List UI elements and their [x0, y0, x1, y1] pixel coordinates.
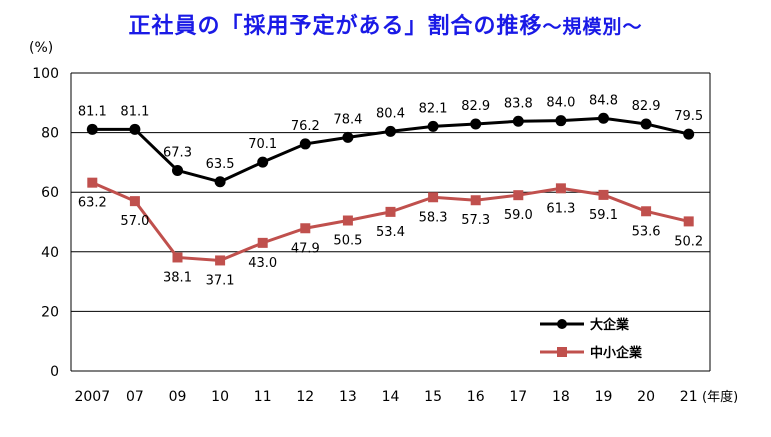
- point-s1-10: [512, 115, 524, 127]
- point-s2-0: [87, 177, 98, 188]
- data-label-s2-0: 63.2: [78, 196, 107, 211]
- point-s2-2: [172, 252, 183, 263]
- data-label-s2-13: 53.6: [632, 224, 661, 239]
- point-s1-7: [385, 125, 396, 137]
- y-tick-labels: 0 20 40 60 80 100: [32, 66, 59, 380]
- y-tick-0: 0: [50, 364, 59, 380]
- data-label-s2-6: 50.5: [333, 234, 362, 249]
- point-s1-2: [172, 164, 183, 176]
- x-tick-10: 10: [211, 389, 229, 405]
- data-label-s1-8: 82.1: [419, 101, 448, 116]
- x-tick-14: 14: [382, 389, 400, 405]
- x-tick-18: 18: [552, 389, 570, 405]
- point-s2-6: [342, 215, 353, 226]
- point-s1-9: [470, 118, 482, 130]
- y-tick-40: 40: [41, 245, 59, 261]
- x-tick-09: 09: [169, 389, 187, 405]
- point-s2-7: [385, 206, 396, 217]
- data-label-s1-3: 63.5: [206, 157, 235, 172]
- legend-marker-2: [557, 347, 567, 357]
- x-tick-11: 11: [254, 389, 272, 405]
- x-tick-17: 17: [509, 389, 527, 405]
- data-label-s2-9: 57.3: [461, 213, 490, 228]
- x-tick-13: 13: [339, 389, 357, 405]
- data-label-s2-14: 50.2: [674, 234, 703, 249]
- point-s1-4: [257, 156, 269, 168]
- data-label-s1-6: 78.4: [333, 112, 362, 127]
- x-tick-labels: 2007 07 09 10 11 12 13 14 15 16 17 18 19 20 21: [74, 389, 697, 405]
- y-tick-20: 20: [41, 304, 59, 320]
- x-tick-15: 15: [424, 389, 442, 405]
- x-tick-16: 16: [467, 389, 485, 405]
- data-label-s1-14: 79.5: [674, 109, 703, 124]
- data-label-s1-5: 76.2: [291, 119, 320, 134]
- y-tick-100: 100: [32, 66, 59, 82]
- point-s2-10: [513, 190, 524, 201]
- point-s2-14: [683, 216, 694, 227]
- x-tick-21: 21: [680, 389, 698, 405]
- point-s1-5: [299, 138, 311, 150]
- data-label-s1-2: 67.3: [163, 145, 192, 160]
- chart-title-main: 正社員の「採用予定がある」割合の推移: [128, 14, 543, 39]
- data-label-s1-0: 81.1: [78, 104, 107, 119]
- data-label-s2-7: 53.4: [376, 225, 405, 240]
- y-tick-80: 80: [41, 126, 59, 142]
- point-s1-8: [427, 120, 439, 132]
- data-label-s1-7: 80.4: [376, 106, 405, 121]
- x-axis-label: (年度): [702, 389, 738, 405]
- data-label-s2-12: 59.1: [589, 208, 618, 223]
- point-s2-12: [598, 189, 609, 200]
- x-tick-20: 20: [637, 389, 655, 405]
- data-label-s2-1: 57.0: [120, 214, 149, 229]
- point-s2-5: [300, 223, 311, 234]
- data-labels: 81.1 81.1 67.3 63.5 70.1 76.2 78.4 80.4 82.1 82.9…: [78, 93, 703, 288]
- data-label-s1-9: 82.9: [461, 99, 490, 114]
- y-axis-label: (%): [29, 40, 53, 56]
- axes: [70, 72, 711, 372]
- data-label-s2-11: 61.3: [546, 201, 575, 216]
- point-s2-3: [215, 255, 226, 266]
- data-label-s2-5: 47.9: [291, 241, 320, 256]
- chart-subtitle: ～規模別～: [542, 16, 643, 38]
- point-s2-4: [257, 237, 268, 248]
- data-label-s2-10: 59.0: [504, 208, 533, 223]
- point-s1-14: [683, 128, 695, 140]
- point-s1-0: [86, 123, 98, 135]
- data-label-s2-4: 43.0: [248, 256, 277, 271]
- point-s2-13: [641, 206, 652, 217]
- data-label-s1-11: 84.0: [546, 96, 575, 111]
- point-s2-9: [470, 195, 481, 206]
- data-label-s2-8: 58.3: [419, 210, 448, 225]
- legend-label-1: 大企業: [590, 317, 630, 333]
- point-s1-1: [129, 123, 141, 135]
- point-s2-11: [555, 183, 566, 194]
- point-s1-6: [342, 131, 354, 143]
- series-layer: [86, 112, 695, 266]
- point-s2-1: [129, 196, 140, 207]
- data-label-s1-4: 70.1: [248, 137, 277, 152]
- legend-marker-1: [557, 319, 567, 329]
- point-s1-13: [640, 118, 652, 130]
- x-tick-19: 19: [595, 389, 613, 405]
- point-s1-3: [214, 176, 226, 188]
- data-label-s1-13: 82.9: [632, 99, 661, 114]
- data-label-s2-2: 38.1: [163, 270, 192, 285]
- point-s1-12: [598, 112, 609, 124]
- data-label-s2-3: 37.1: [206, 273, 235, 288]
- data-label-s1-12: 84.8: [589, 93, 618, 108]
- x-tick-12: 12: [296, 389, 314, 405]
- x-tick-2007: 2007: [74, 389, 110, 405]
- data-label-s1-10: 83.8: [504, 96, 533, 111]
- data-label-s1-1: 81.1: [120, 104, 149, 119]
- point-s1-11: [555, 115, 567, 127]
- y-tick-60: 60: [41, 185, 59, 201]
- legend-label-2: 中小企業: [590, 345, 643, 361]
- point-s2-8: [428, 192, 439, 203]
- chart-title: 正社員の「採用予定がある」割合の推移～規模別～: [0, 8, 771, 40]
- x-tick-07: 07: [126, 389, 144, 405]
